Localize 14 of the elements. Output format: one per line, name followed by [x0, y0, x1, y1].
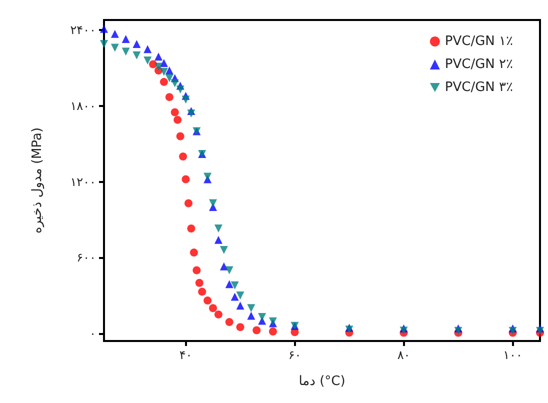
legend-label: PVC/GN ۳٪ [444, 80, 514, 95]
x-tick-label: ۱۰۰ [503, 348, 522, 362]
x-axis-title: دما (°C) [298, 374, 346, 389]
legend-label: PVC/GN ۱٪ [444, 34, 514, 49]
x-tick-label: ۴۰ [179, 348, 192, 362]
y-tick-label: ۱۲۰۰ [70, 174, 96, 189]
x-tick-label: ۶۰ [288, 348, 302, 362]
y-tick-label: ۶۰۰ [76, 250, 96, 265]
y-tick-label: ۲۴۰۰ [70, 23, 96, 38]
legend-label: PVC/GN ۲٪ [444, 57, 514, 72]
y-axis-title: مدول ذخیره (MPa) [30, 127, 45, 234]
x-tick-label: ۸۰ [397, 348, 410, 362]
y-tick-label: ۱۸۰۰ [70, 98, 96, 113]
y-tick-label: ۰ [90, 326, 96, 340]
